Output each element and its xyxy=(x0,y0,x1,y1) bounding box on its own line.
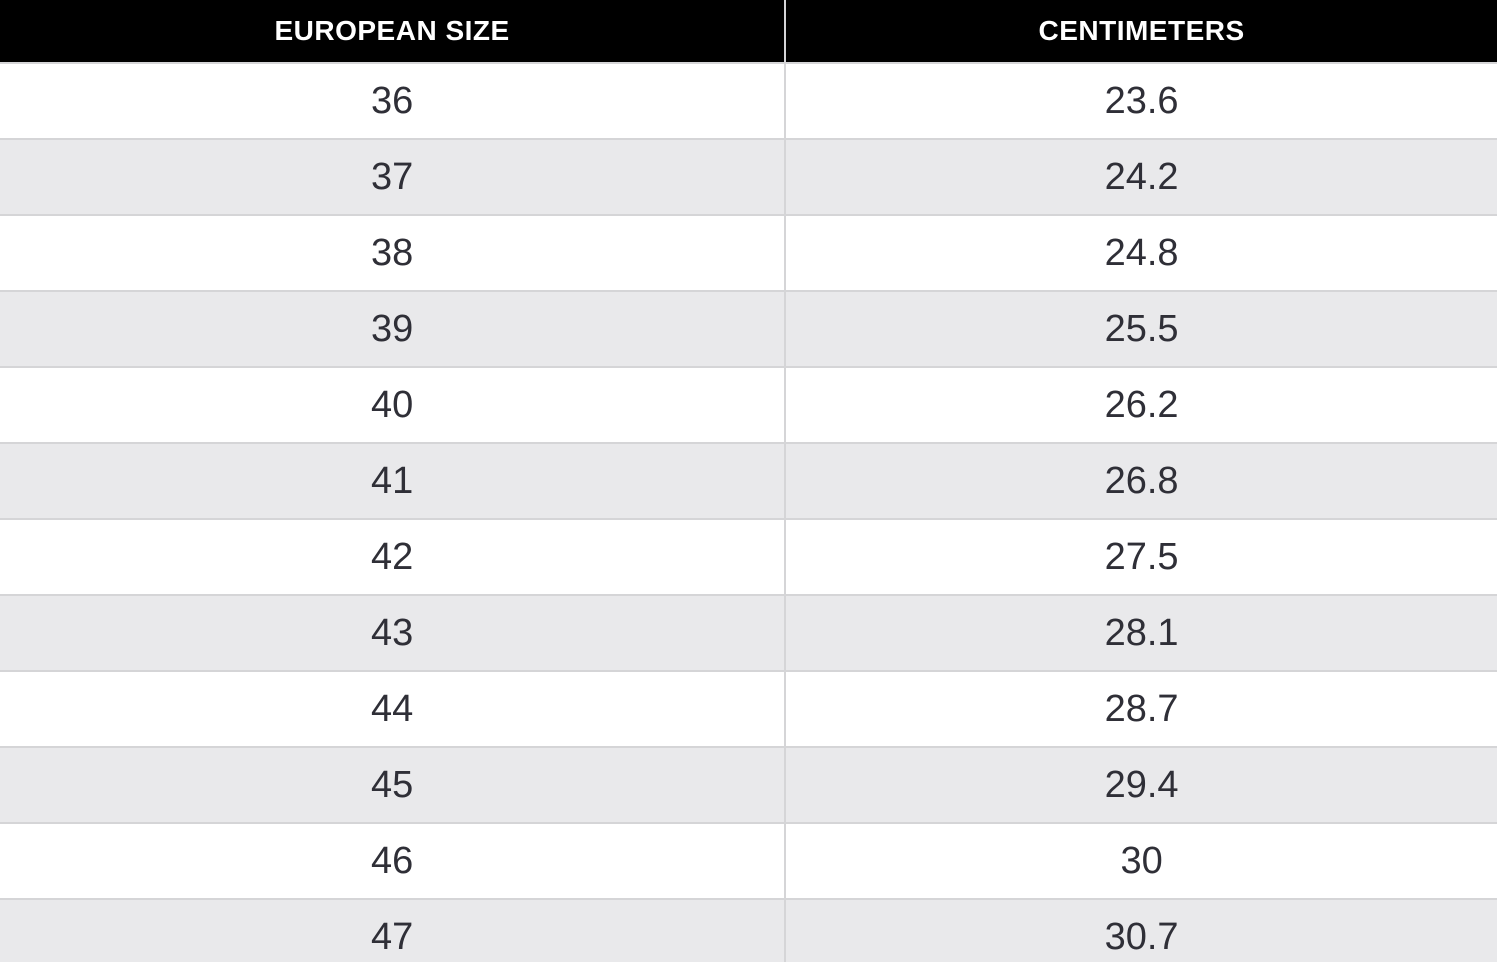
cell-centimeters: 26.2 xyxy=(784,366,1497,443)
column-header-centimeters: CENTIMETERS xyxy=(784,0,1497,63)
table-row: 44 28.7 xyxy=(0,670,1497,747)
cell-european-size: 47 xyxy=(0,898,786,962)
table-row: 39 25.5 xyxy=(0,290,1497,367)
cell-european-size: 36 xyxy=(0,62,786,139)
cell-european-size: 42 xyxy=(0,518,786,595)
cell-european-size: 37 xyxy=(0,138,786,215)
cell-european-size: 40 xyxy=(0,366,786,443)
cell-european-size: 44 xyxy=(0,670,786,747)
table-row: 41 26.8 xyxy=(0,442,1497,519)
table-row: 47 30.7 xyxy=(0,898,1497,962)
cell-centimeters: 26.8 xyxy=(784,442,1497,519)
cell-european-size: 38 xyxy=(0,214,786,291)
table-header-row: EUROPEAN SIZE CENTIMETERS xyxy=(0,0,1497,63)
cell-centimeters: 30.7 xyxy=(784,898,1497,962)
table-row: 45 29.4 xyxy=(0,746,1497,823)
cell-centimeters: 30 xyxy=(784,822,1497,899)
cell-centimeters: 28.1 xyxy=(784,594,1497,671)
cell-european-size: 41 xyxy=(0,442,786,519)
cell-centimeters: 29.4 xyxy=(784,746,1497,823)
table-row: 38 24.8 xyxy=(0,214,1497,291)
cell-european-size: 46 xyxy=(0,822,786,899)
cell-centimeters: 24.8 xyxy=(784,214,1497,291)
cell-european-size: 39 xyxy=(0,290,786,367)
column-header-european-size: EUROPEAN SIZE xyxy=(0,0,786,63)
table-header: EUROPEAN SIZE CENTIMETERS xyxy=(0,0,1497,63)
cell-centimeters: 27.5 xyxy=(784,518,1497,595)
table-row: 42 27.5 xyxy=(0,518,1497,595)
cell-centimeters: 24.2 xyxy=(784,138,1497,215)
cell-centimeters: 23.6 xyxy=(784,62,1497,139)
cell-european-size: 45 xyxy=(0,746,786,823)
cell-european-size: 43 xyxy=(0,594,786,671)
cell-centimeters: 25.5 xyxy=(784,290,1497,367)
table-row: 46 30 xyxy=(0,822,1497,899)
table-row: 40 26.2 xyxy=(0,366,1497,443)
cell-centimeters: 28.7 xyxy=(784,670,1497,747)
table-row: 37 24.2 xyxy=(0,138,1497,215)
table-body: 36 23.6 37 24.2 38 24.8 39 25.5 40 26.2 41 26.8 42 27… xyxy=(0,62,1497,962)
table-row: 43 28.1 xyxy=(0,594,1497,671)
table-row: 36 23.6 xyxy=(0,62,1497,139)
